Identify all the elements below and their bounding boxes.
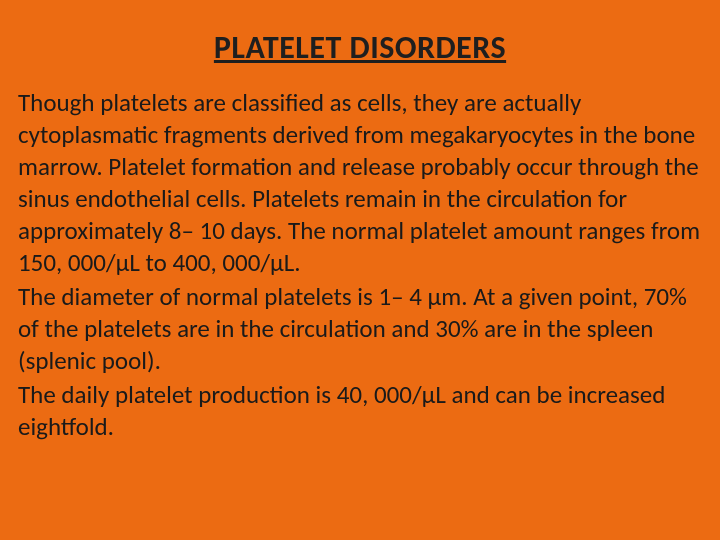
body-paragraph-1: Though platelets are classified as cells… [18, 87, 702, 279]
slide: PLATELET DISORDERS Though platelets are … [0, 0, 720, 540]
slide-title: PLATELET DISORDERS [18, 28, 702, 67]
body-paragraph-2: The diameter of normal platelets is 1– 4… [18, 281, 702, 377]
body-paragraph-3: The daily platelet production is 40, 000… [18, 379, 702, 443]
